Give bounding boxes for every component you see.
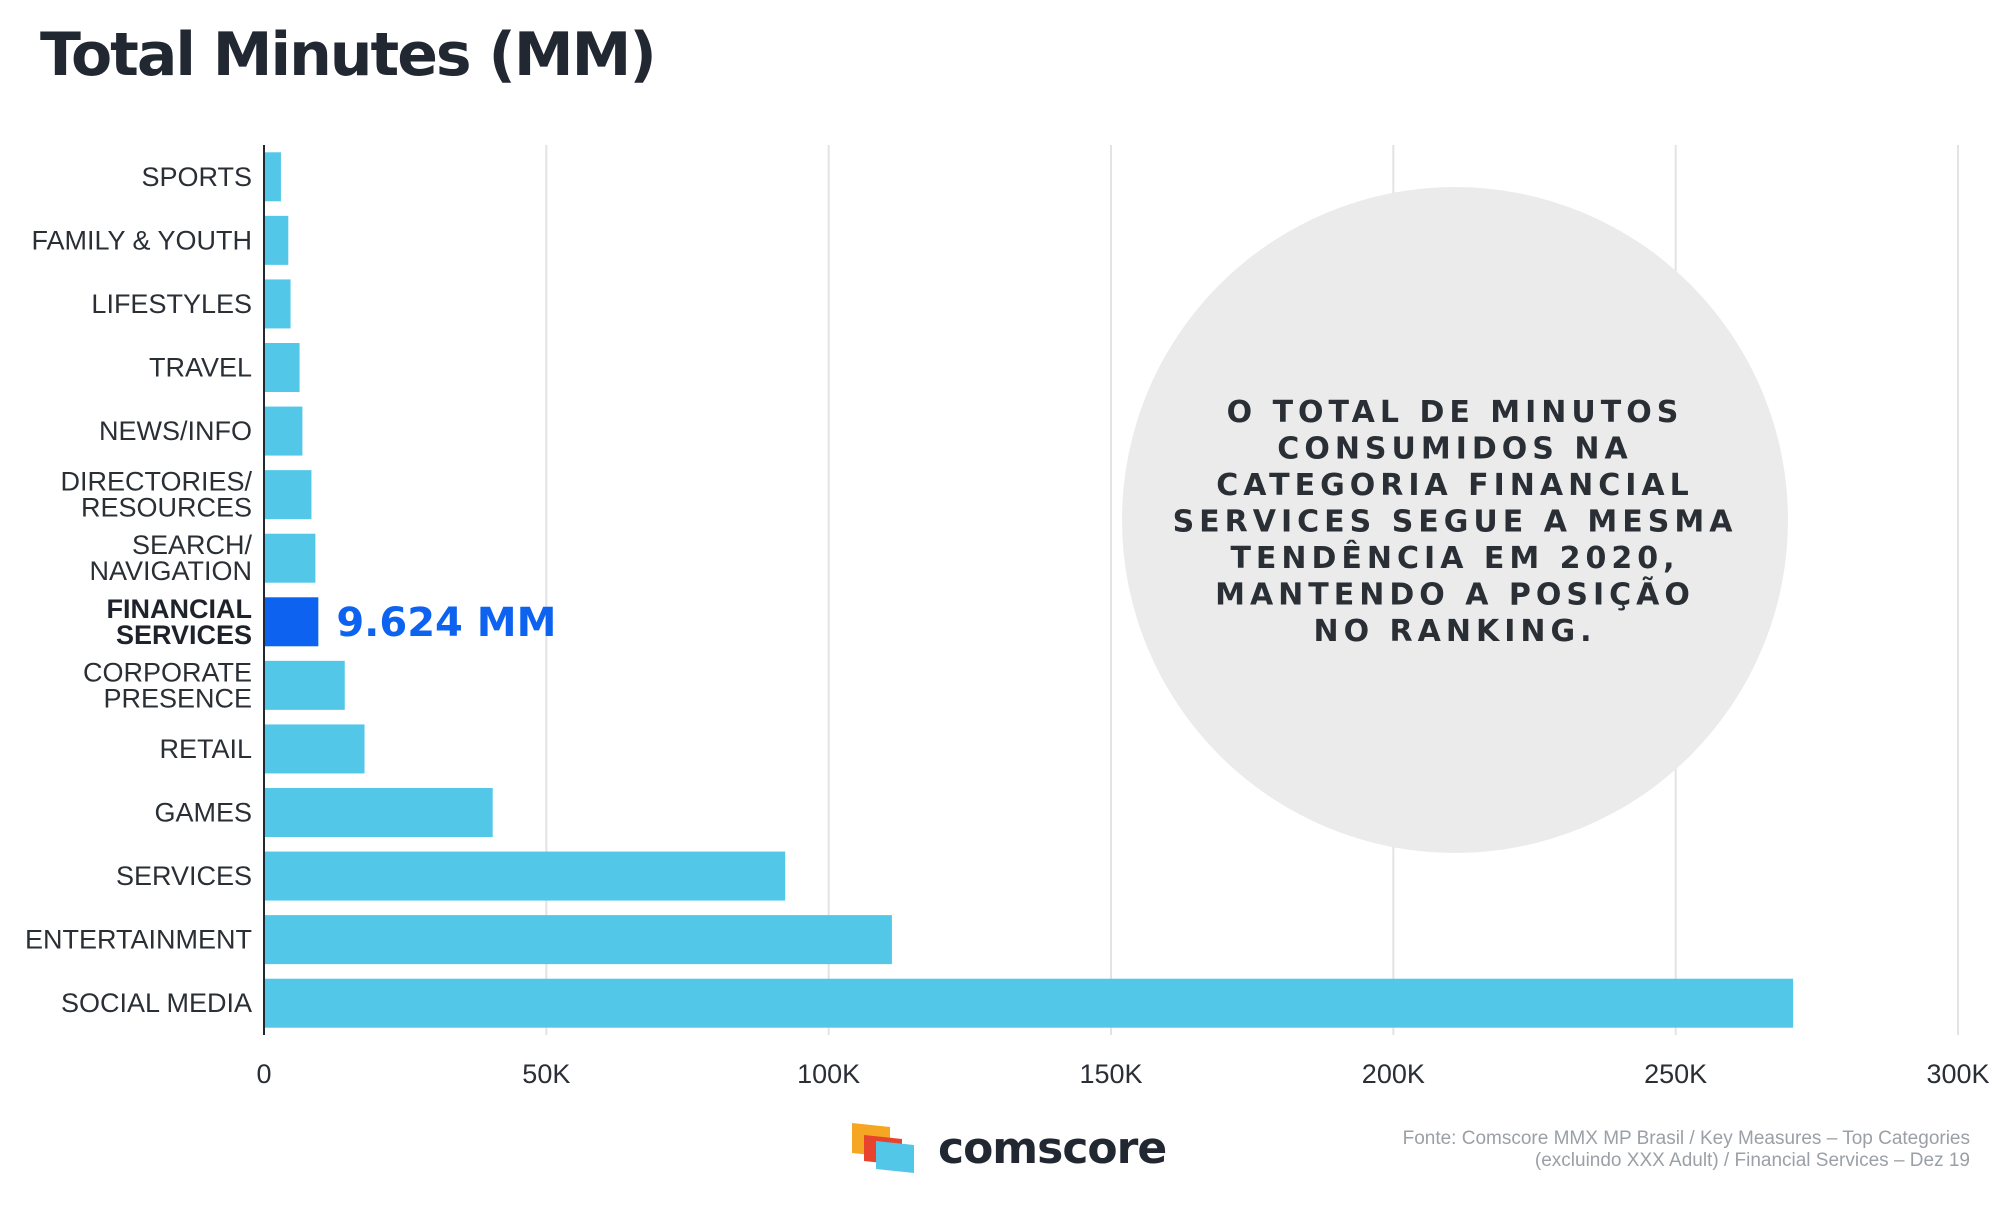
x-tick-label: 0: [256, 1059, 271, 1089]
category-label: SEARCH/: [132, 530, 253, 560]
bar: [264, 978, 1794, 1028]
bar: [264, 788, 493, 837]
callout-line: NO RANKING.: [1313, 614, 1596, 649]
bar: [264, 533, 316, 583]
category-label: NAVIGATION: [89, 556, 252, 586]
category-labels: SPORTS FAMILY & YOUTH LIFESTYLES TRAVEL NEWS…: [25, 162, 253, 1018]
category-label: ENTERTAINMENT: [25, 925, 252, 955]
category-label: SERVICES: [116, 861, 252, 891]
x-tick-label: 150K: [1079, 1059, 1142, 1089]
callout-line: CONSUMIDOS NA: [1277, 432, 1632, 467]
bar: [264, 152, 281, 202]
callout-bubble: [1122, 187, 1788, 853]
category-label: TRAVEL: [149, 353, 252, 383]
category-label: RETAIL: [159, 734, 252, 764]
category-label: NEWS/INFO: [99, 416, 252, 446]
category-label: FINANCIAL: [107, 594, 252, 624]
callout-line: MANTENDO A POSIÇÃO: [1215, 576, 1695, 613]
callout-line: TENDÊNCIA EM 2020,: [1230, 540, 1679, 576]
callout-line: CATEGORIA FINANCIAL: [1216, 468, 1694, 503]
category-label: SOCIAL MEDIA: [61, 988, 252, 1018]
chart-title: Total Minutes (MM): [40, 20, 657, 90]
category-label: CORPORATE: [83, 657, 252, 687]
category-label: SERVICES: [116, 620, 252, 650]
bar: [264, 343, 300, 392]
source-note: Fonte: Comscore MMX MP Brasil / Key Meas…: [1403, 1128, 1970, 1172]
source-line-2: (excluindo XXX Adult) / Financial Servic…: [1534, 1150, 1970, 1171]
bar: [264, 915, 892, 965]
highlight-value-label: 9.624 MM: [336, 600, 556, 646]
category-label: PRESENCE: [103, 683, 252, 713]
x-tick-label: 250K: [1644, 1059, 1707, 1089]
x-tick-label: 200K: [1362, 1059, 1425, 1089]
bar: [264, 660, 345, 710]
category-label: RESOURCES: [81, 493, 252, 523]
callout-line: O TOTAL DE MINUTOS: [1227, 395, 1684, 430]
bar: [264, 215, 289, 265]
bars: [264, 152, 1794, 1028]
category-label: DIRECTORIES/: [60, 467, 252, 497]
comscore-logo: comscore: [850, 1120, 1167, 1176]
x-tick-label: 100K: [797, 1059, 860, 1089]
category-label: SPORTS: [141, 162, 252, 192]
brand-name: comscore: [938, 1122, 1167, 1174]
category-label: LIFESTYLES: [91, 289, 252, 319]
category-label: GAMES: [154, 798, 252, 828]
category-label: FAMILY & YOUTH: [31, 225, 252, 255]
bar-highlight: [264, 597, 319, 647]
x-tick-label: 300K: [1926, 1059, 1989, 1089]
bar: [264, 279, 291, 329]
bar: [264, 406, 303, 456]
x-tick-label: 50K: [522, 1059, 570, 1089]
x-tick-labels: 0 50K 100K 150K 200K 250K 300K: [256, 1059, 1989, 1089]
bar: [264, 724, 365, 774]
bar: [264, 851, 786, 901]
comscore-logo-icon: [852, 1123, 914, 1173]
callout-line: SERVICES SEGUE A MESMA: [1173, 505, 1738, 540]
source-line-1: Fonte: Comscore MMX MP Brasil / Key Meas…: [1402, 1128, 1970, 1149]
bar: [264, 470, 312, 520]
